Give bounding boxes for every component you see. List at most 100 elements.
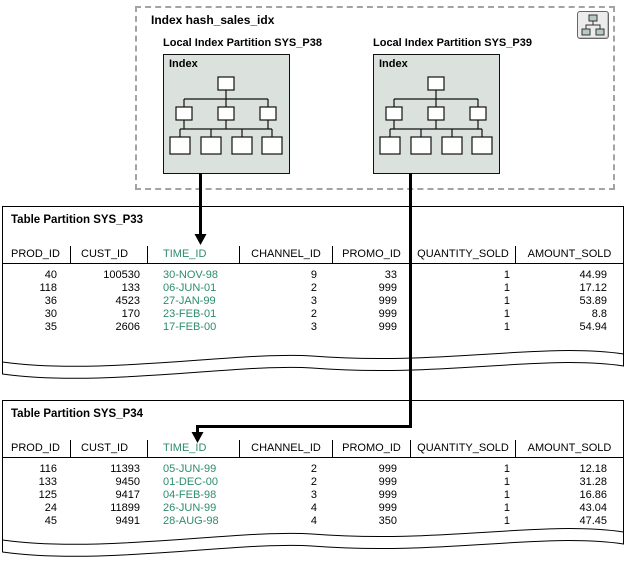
- table-cell: 1: [503, 502, 510, 514]
- table-cell: 118: [39, 282, 57, 294]
- table-cell: 1: [503, 269, 510, 281]
- btree-icon: [379, 76, 493, 155]
- table-header-row: PROD_ID CUST_ID TIME_ID CHANNEL_ID PROMO_ID Q…: [3, 440, 623, 458]
- table-cell: 31.28: [579, 476, 607, 488]
- column-header-amount_sold: AMOUNT_SOLD: [527, 248, 612, 260]
- table-cell: 2: [310, 282, 317, 294]
- table-cell: 125: [38, 489, 57, 501]
- table-cell: 1: [503, 515, 510, 527]
- table-row: 35 2606 17-FEB-00 3 999 1 54.94: [3, 321, 623, 334]
- table-cell: 116: [39, 463, 57, 475]
- table-body: 116 11393 05-JUN-99 2 999 1 12.18 133 9450 01-DEC…: [3, 463, 623, 528]
- table-cell: 04-FEB-98: [163, 489, 217, 501]
- table-cell: 24: [44, 502, 57, 514]
- table-cell: 999: [378, 282, 397, 294]
- table-cell: 999: [378, 489, 397, 501]
- btree-icon: [169, 76, 283, 155]
- column-header-promo_id: PROMO_ID: [333, 246, 411, 263]
- table-cell: 4: [310, 515, 317, 527]
- table-cell: 11393: [110, 463, 140, 475]
- table-header-row: PROD_ID CUST_ID TIME_ID CHANNEL_ID PROMO_ID Q…: [3, 246, 623, 264]
- table-cell: 4: [310, 502, 317, 514]
- table-grid: PROD_ID CUST_ID TIME_ID CHANNEL_ID PROMO_ID Q…: [3, 440, 623, 528]
- table-cell: 43.04: [579, 502, 607, 514]
- table-cell: 999: [378, 295, 397, 307]
- table-cell: 2: [310, 463, 317, 475]
- column-header-time_id: TIME_ID: [148, 246, 240, 263]
- table-cell: 999: [378, 502, 397, 514]
- column-header-channel_id: CHANNEL_ID: [240, 440, 333, 457]
- table-outline-torn-edge: [2, 400, 624, 557]
- table-cell: 17.12: [579, 282, 607, 294]
- table-cell: 170: [121, 308, 140, 320]
- table-cell: 999: [378, 463, 397, 475]
- table-cell: 36: [44, 295, 57, 307]
- column-header-quantity_sold: QUANTITY_SOLD: [411, 440, 516, 457]
- cluster-icon-glyph: [581, 14, 605, 36]
- table-cell: 1: [503, 489, 510, 501]
- table-body: 40 100530 30-NOV-98 9 33 1 44.99 118 133 06-JUN-0…: [3, 269, 623, 334]
- table-row: 116 11393 05-JUN-99 2 999 1 12.18: [3, 463, 623, 476]
- index-box-title: Index: [169, 58, 198, 70]
- table-cell: 30: [44, 308, 57, 320]
- table-cell: 999: [378, 321, 397, 333]
- table-cell: 3: [310, 489, 317, 501]
- column-header-cust_id: CUST_ID: [71, 246, 148, 263]
- table-cell: 3: [310, 321, 317, 333]
- index-group-title: Index hash_sales_idx: [151, 13, 275, 27]
- table-row: 45 9491 28-AUG-98 4 350 1 47.45: [3, 515, 623, 528]
- column-header-amount_sold: AMOUNT_SOLD: [527, 442, 612, 454]
- table-cell: 01-DEC-00: [163, 476, 219, 488]
- table-cell: 1: [503, 463, 510, 475]
- table-cell: 17-FEB-00: [163, 321, 217, 333]
- table-cell: 40: [44, 269, 57, 281]
- table-cell: 100530: [103, 269, 140, 281]
- table-cell: 06-JUN-01: [163, 282, 217, 294]
- table-cell: 23-FEB-01: [163, 308, 217, 320]
- table-cell: 2606: [115, 321, 140, 333]
- table-partition-title: Table Partition SYS_P34: [11, 408, 144, 420]
- table-cell: 9: [310, 269, 317, 281]
- table-cell: 1: [503, 282, 510, 294]
- table-cell: 2: [310, 308, 317, 320]
- table-cell: 53.89: [579, 295, 607, 307]
- table-cell: 350: [378, 515, 397, 527]
- table-cell: 12.18: [579, 463, 607, 475]
- table-row: 36 4523 27-JAN-99 3 999 1 53.89: [3, 295, 623, 308]
- table-cell: 2: [310, 476, 317, 488]
- table-cell: 16.86: [579, 489, 607, 501]
- index-partition-label-sys-p38: Local Index Partition SYS_P38: [163, 37, 322, 49]
- table-cell: 3: [310, 295, 317, 307]
- table-partition-sys-p34: Table Partition SYS_P34 PROD_ID CUST_ID TI…: [2, 400, 624, 572]
- table-row: 118 133 06-JUN-01 2 999 1 17.12: [3, 282, 623, 295]
- column-header-time_id: TIME_ID: [148, 440, 240, 457]
- table-partition-title: Table Partition SYS_P33: [11, 214, 144, 226]
- table-cell: 8.8: [591, 308, 607, 320]
- table-cell: 4523: [115, 295, 140, 307]
- table-cell: 28-AUG-98: [163, 515, 219, 527]
- table-cell: 9417: [115, 489, 140, 501]
- column-header-cust_id: CUST_ID: [71, 440, 148, 457]
- table-cell: 26-JUN-99: [163, 502, 217, 514]
- column-header-quantity_sold: QUANTITY_SOLD: [411, 246, 516, 263]
- column-header-prod_id: PROD_ID: [3, 246, 71, 263]
- table-cell: 33: [384, 269, 397, 281]
- index-box-sys-p38: Index: [163, 54, 290, 174]
- table-cell: 999: [378, 308, 397, 320]
- table-cell: 54.94: [579, 321, 607, 333]
- table-cell: 1: [503, 321, 510, 333]
- table-cell: 45: [44, 515, 57, 527]
- index-box-sys-p39: Index: [373, 54, 500, 174]
- table-cell: 1: [503, 295, 510, 307]
- table-cell: 133: [38, 476, 57, 488]
- table-grid: PROD_ID CUST_ID TIME_ID CHANNEL_ID PROMO_ID Q…: [3, 246, 623, 334]
- table-cell: 133: [121, 282, 140, 294]
- table-cell: 9491: [115, 515, 140, 527]
- table-cell: 11899: [110, 502, 140, 514]
- index-box-title: Index: [379, 58, 408, 70]
- table-row: 24 11899 26-JUN-99 4 999 1 43.04: [3, 502, 623, 515]
- table-cell: 1: [503, 476, 510, 488]
- index-partition-label-sys-p39: Local Index Partition SYS_P39: [373, 37, 532, 49]
- cluster-icon: [577, 11, 609, 39]
- table-row: 30 170 23-FEB-01 2 999 1 8.8: [3, 308, 623, 321]
